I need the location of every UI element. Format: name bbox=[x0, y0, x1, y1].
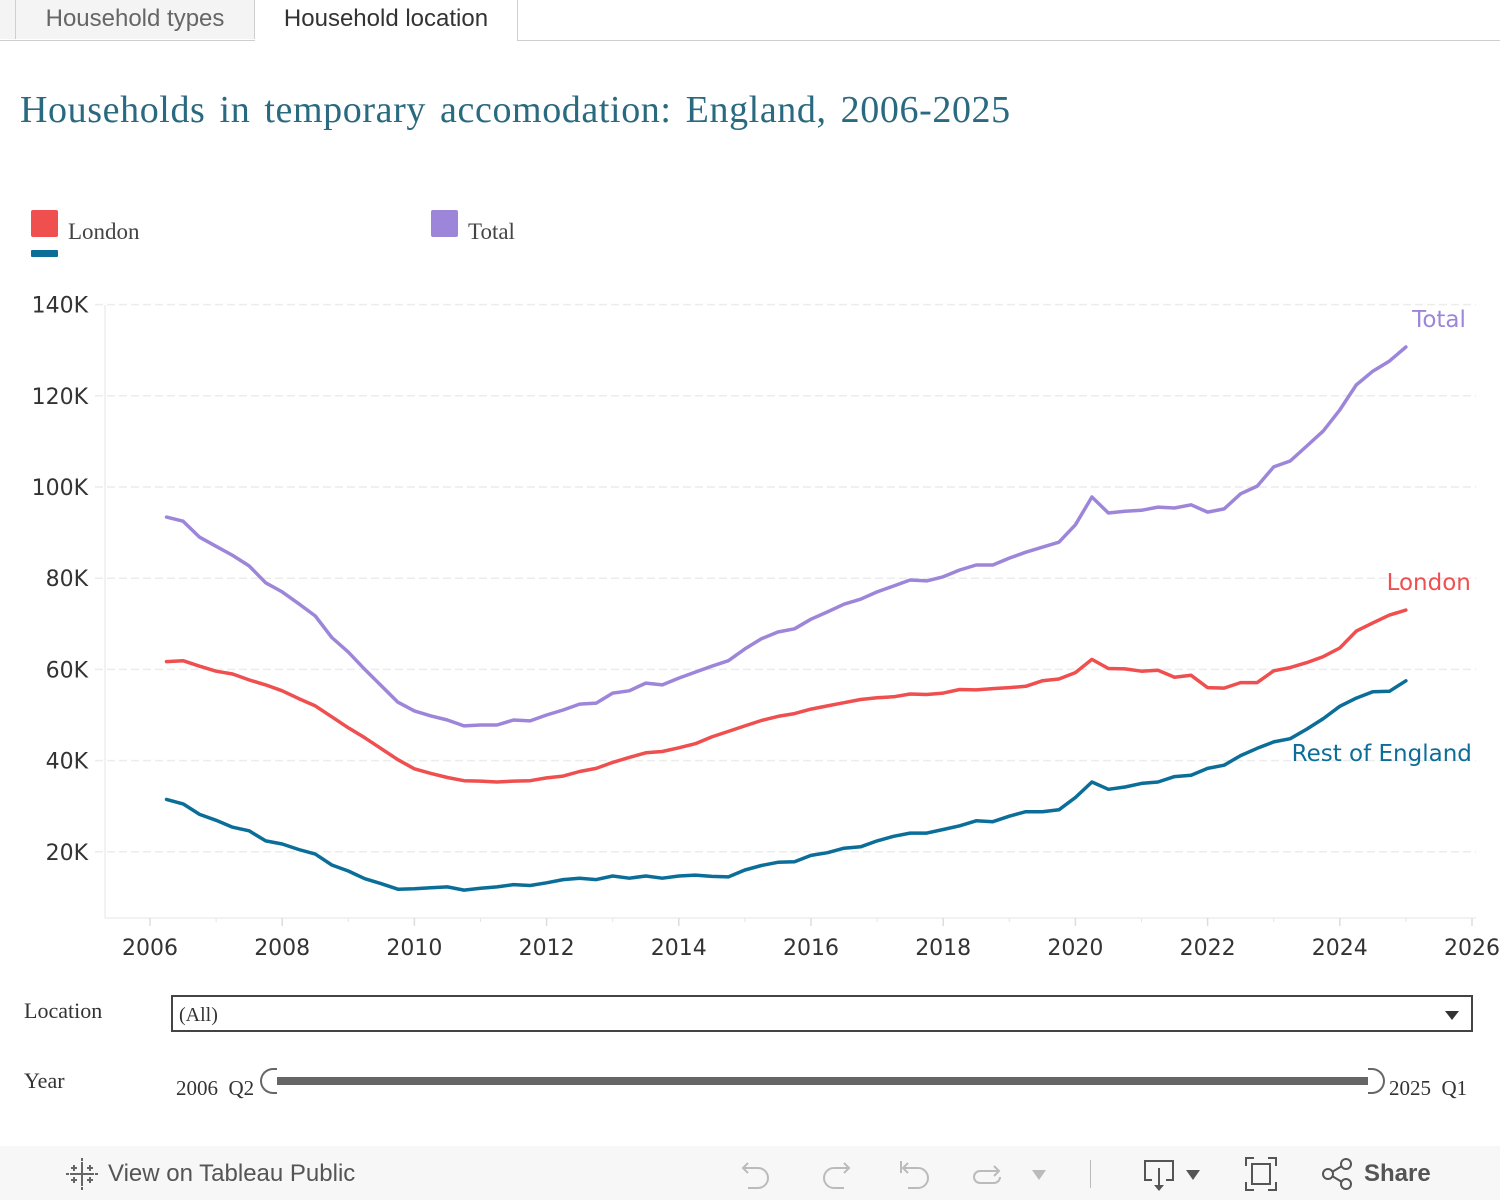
y-tick-label: 120K bbox=[32, 385, 89, 410]
chart-title: Households in temporary accomodation: En… bbox=[20, 89, 1011, 131]
legend-swatch-rest-of-england[interactable] bbox=[31, 250, 58, 257]
tableau-toolbar: View on Tableau Public bbox=[0, 1146, 1500, 1200]
tableau-logo-icon bbox=[66, 1158, 98, 1190]
refresh-dropdown-icon[interactable] bbox=[1030, 1168, 1048, 1182]
line-chart[interactable]: 20K 40K 60K 80K 100K 120K 140K 2006 2008 2010 2012… bbox=[0, 290, 1500, 980]
redo-icon[interactable] bbox=[818, 1158, 854, 1192]
year-slider-end-label: 2025 Q1 bbox=[1389, 1076, 1468, 1100]
series-line-rest-of-england[interactable] bbox=[164, 679, 1408, 892]
download-dropdown-icon[interactable] bbox=[1184, 1168, 1202, 1182]
series-label-london: London bbox=[1387, 570, 1471, 596]
series-label-rest-of-england: Rest of England bbox=[1292, 741, 1472, 767]
revert-icon[interactable] bbox=[896, 1158, 932, 1192]
x-tick-label: 2018 bbox=[915, 936, 971, 961]
tab-household-types[interactable]: Household types bbox=[15, 0, 255, 39]
y-tick-label: 80K bbox=[46, 567, 89, 592]
tab-bar-stub bbox=[0, 0, 15, 39]
share-label: Share bbox=[1364, 1160, 1431, 1187]
x-tick-label: 2016 bbox=[783, 936, 839, 961]
y-tick-label: 140K bbox=[32, 294, 89, 319]
x-tick-label: 2008 bbox=[254, 936, 310, 961]
x-tick-label: 2022 bbox=[1180, 936, 1236, 961]
y-tick-label: 40K bbox=[46, 750, 89, 775]
x-tick-label: 2010 bbox=[386, 936, 442, 961]
x-tick-label: 2020 bbox=[1047, 936, 1103, 961]
series-line-london[interactable] bbox=[164, 608, 1408, 784]
year-slider-start-handle[interactable] bbox=[260, 1068, 277, 1094]
year-slider-end-handle[interactable] bbox=[1368, 1068, 1385, 1094]
tab-household-location[interactable]: Household location bbox=[255, 0, 518, 41]
location-dropdown-value: (All) bbox=[179, 1004, 218, 1026]
y-tick-label: 100K bbox=[32, 476, 89, 501]
series-line-total[interactable] bbox=[164, 345, 1408, 728]
legend-swatch-total[interactable] bbox=[431, 210, 458, 237]
view-on-tableau-public-label: View on Tableau Public bbox=[108, 1160, 356, 1187]
year-slider-start-label: 2006 Q2 bbox=[176, 1076, 255, 1100]
chevron-down-icon[interactable] bbox=[1445, 1011, 1459, 1020]
x-tick-label: 2026 bbox=[1444, 936, 1500, 961]
fullscreen-icon[interactable] bbox=[1244, 1156, 1278, 1192]
toolbar-divider bbox=[1090, 1160, 1091, 1188]
x-tick-label: 2024 bbox=[1312, 936, 1368, 961]
location-dropdown[interactable]: (All) bbox=[171, 995, 1473, 1032]
legend-swatch-london[interactable] bbox=[31, 210, 58, 237]
axes: 20K 40K 60K 80K 100K 120K 140K 2006 2008 2010 2012… bbox=[32, 294, 1500, 961]
y-tick-label: 20K bbox=[46, 841, 89, 866]
x-tick-label: 2006 bbox=[122, 936, 178, 961]
tab-bar: Household types Household location bbox=[0, 0, 1500, 41]
x-tick-label: 2012 bbox=[519, 936, 575, 961]
undo-icon[interactable] bbox=[738, 1158, 774, 1192]
legend-label-total[interactable]: Total bbox=[468, 219, 515, 244]
y-tick-label: 60K bbox=[46, 658, 89, 683]
series-label-total: Total bbox=[1411, 307, 1466, 333]
share-button[interactable]: Share bbox=[1320, 1157, 1431, 1191]
year-slider-track[interactable] bbox=[275, 1077, 1371, 1085]
grid-lines bbox=[95, 303, 1476, 853]
series-lines[interactable] bbox=[164, 345, 1408, 892]
x-tick-label: 2014 bbox=[651, 936, 707, 961]
view-on-tableau-public-link[interactable]: View on Tableau Public bbox=[66, 1158, 355, 1190]
download-icon[interactable] bbox=[1142, 1158, 1178, 1194]
legend-label-london[interactable]: London bbox=[68, 219, 140, 244]
location-filter-label: Location bbox=[24, 998, 103, 1023]
refresh-icon[interactable] bbox=[970, 1158, 1006, 1192]
year-filter-label: Year bbox=[24, 1068, 65, 1093]
share-icon bbox=[1322, 1158, 1352, 1190]
series-labels: Total London Rest of England bbox=[1292, 307, 1472, 767]
